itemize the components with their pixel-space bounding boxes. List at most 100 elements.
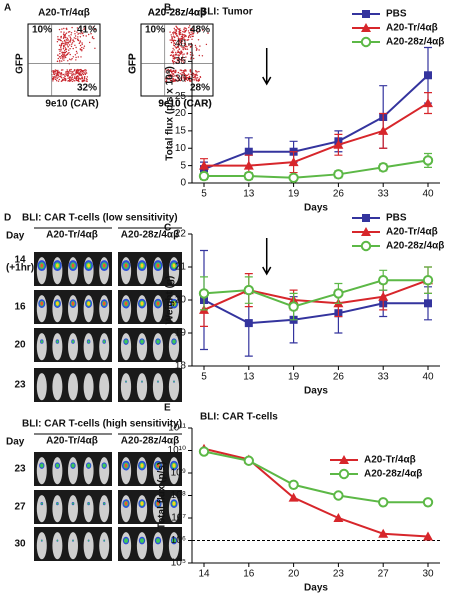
flow-dot	[63, 56, 65, 58]
signal	[140, 501, 144, 506]
flow-dot	[172, 78, 175, 81]
mouse	[52, 457, 63, 485]
signal	[71, 463, 75, 468]
flow-dot	[57, 69, 59, 72]
quadrant-label: 28%	[190, 83, 210, 94]
flow-dot	[67, 60, 69, 62]
signal	[40, 301, 44, 306]
flow-dot	[63, 52, 65, 54]
flow-dot	[63, 50, 66, 52]
flow-dot	[74, 80, 76, 82]
marker	[288, 172, 299, 183]
flow-dot	[62, 42, 64, 45]
flow-dot	[171, 75, 174, 77]
flow-dot	[64, 79, 67, 81]
flow-dot	[77, 39, 80, 42]
flow-dot	[172, 32, 174, 34]
flow-dot	[72, 74, 74, 76]
signal	[86, 463, 91, 468]
flow-dot	[63, 36, 65, 39]
flow-dot	[170, 34, 172, 36]
flow-dot	[72, 56, 75, 58]
chart-title: BLI: Tumor	[200, 7, 253, 18]
legend-label: A20-Tr/4αβ	[386, 227, 438, 238]
flow-dot	[62, 55, 64, 57]
flow-dot	[83, 69, 85, 72]
flow-dot	[184, 34, 186, 36]
flow-dot	[177, 61, 179, 63]
mouse	[36, 495, 47, 523]
flow-dot	[196, 32, 199, 34]
flow-dot	[84, 76, 86, 78]
flow-dot	[191, 35, 194, 38]
flow-dot	[189, 54, 192, 56]
flow-dot	[179, 79, 182, 82]
flow-dot	[81, 43, 83, 46]
flow-dot	[75, 71, 77, 73]
y-tick-label: 0	[180, 178, 186, 189]
flow-dot	[91, 37, 94, 39]
flow-dot	[176, 54, 178, 56]
flow-dot	[192, 30, 195, 32]
flow-dot	[60, 80, 63, 83]
flow-dot	[77, 78, 80, 81]
y-tick-label: 25	[175, 91, 187, 102]
mouse	[83, 532, 94, 560]
flow-dot	[74, 54, 77, 56]
flow-dot	[172, 33, 175, 35]
flow-dot	[52, 80, 54, 82]
flow-dot	[180, 35, 183, 38]
y-tick-label: 19	[175, 328, 187, 339]
flow-dot	[185, 28, 188, 30]
flow-dot	[75, 56, 77, 59]
flow-dot	[186, 79, 189, 82]
flow-dot	[85, 72, 88, 74]
flow-dot	[70, 34, 72, 36]
mouse	[99, 457, 110, 485]
flow-dot	[190, 58, 192, 60]
flow-dot	[53, 71, 55, 74]
y-tick-label: 5	[180, 160, 186, 171]
flow-dot	[190, 34, 192, 36]
signal	[40, 463, 44, 468]
flow-dot	[81, 42, 83, 44]
marker	[198, 446, 210, 457]
flow-dot	[188, 32, 191, 34]
flow-dot	[65, 50, 68, 53]
mouse	[168, 333, 180, 361]
flow-dot	[190, 31, 192, 33]
flow-dot	[67, 39, 69, 41]
flow-dot	[196, 48, 198, 50]
flow-dot	[62, 48, 65, 50]
flow-dot	[174, 56, 176, 59]
flow-dot	[189, 36, 192, 38]
y-axis-label: Weight (g)	[165, 276, 176, 325]
flow-dot	[194, 44, 197, 47]
flow-dot	[80, 56, 82, 58]
marker	[362, 10, 370, 18]
flow-dot	[79, 73, 81, 75]
signal	[140, 463, 144, 468]
flow-dot	[177, 35, 179, 37]
signal	[124, 263, 128, 268]
flow-dot	[184, 59, 186, 61]
flow-dot	[69, 48, 71, 50]
marker	[360, 36, 372, 48]
x-tick-label: 23	[333, 569, 345, 580]
flow-dot	[176, 45, 179, 48]
flow-dot	[192, 54, 194, 56]
flow-dot	[81, 71, 83, 73]
flow-dot	[166, 77, 168, 79]
marker	[243, 455, 255, 466]
flow-dot	[198, 49, 200, 51]
flow-dot	[78, 42, 81, 45]
flow-dot	[169, 74, 171, 76]
flow-dot	[75, 59, 77, 61]
signal	[124, 301, 128, 306]
flow-dot	[182, 47, 184, 49]
flow-dot	[183, 47, 185, 49]
marker	[199, 160, 209, 170]
flow-dot	[69, 36, 72, 38]
row-label: 23	[14, 380, 26, 391]
flow-dot	[57, 54, 59, 56]
